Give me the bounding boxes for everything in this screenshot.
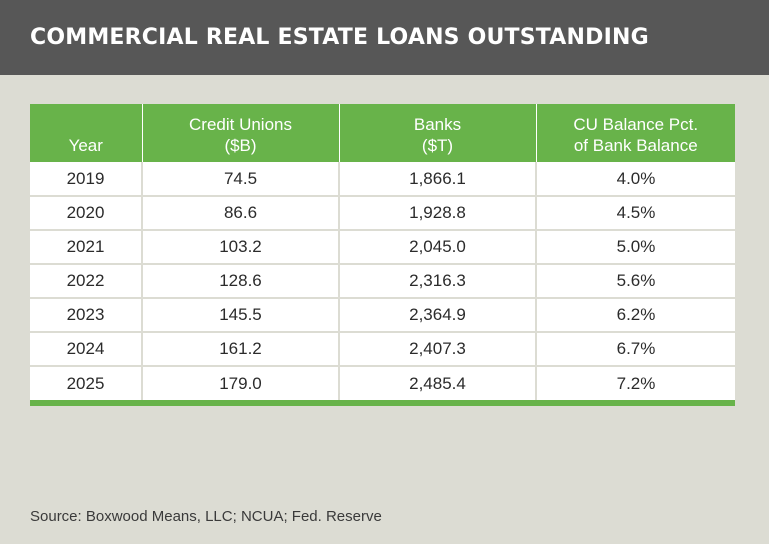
- cell-cu-pct: 5.6%: [535, 263, 735, 299]
- data-table-container: Year Credit Unions ($B) Banks ($T) CU Ba…: [30, 104, 735, 406]
- column-header-banks: Banks ($T): [338, 104, 537, 162]
- column-header-line: CU Balance Pct.: [573, 115, 699, 134]
- cell-cu-pct: 4.5%: [535, 195, 735, 231]
- column-header-line: ($B): [224, 136, 257, 155]
- cell-credit-unions: 145.5: [141, 297, 340, 333]
- cell-banks: 2,364.9: [338, 297, 537, 333]
- column-header-year: Year: [30, 104, 143, 162]
- cell-banks: 2,485.4: [338, 365, 537, 400]
- table-row: 2025 179.0 2,485.4 7.2%: [30, 365, 735, 400]
- title-bar: COMMERCIAL REAL ESTATE LOANS OUTSTANDING: [0, 0, 769, 75]
- cell-credit-unions: 161.2: [141, 331, 340, 367]
- column-header-line: Credit Unions: [189, 115, 292, 134]
- table-row: 2023 145.5 2,364.9 6.2%: [30, 297, 735, 333]
- cell-banks: 1,866.1: [338, 162, 537, 197]
- cell-cu-pct: 7.2%: [535, 365, 735, 400]
- table-row: 2019 74.5 1,866.1 4.0%: [30, 162, 735, 197]
- cell-banks: 2,045.0: [338, 229, 537, 265]
- table-bottom-rule: [30, 400, 735, 406]
- column-header-credit-unions: Credit Unions ($B): [141, 104, 340, 162]
- cell-banks: 2,407.3: [338, 331, 537, 367]
- column-header-line: ($T): [421, 136, 454, 155]
- table-row: 2022 128.6 2,316.3 5.6%: [30, 263, 735, 299]
- table-row: 2024 161.2 2,407.3 6.7%: [30, 331, 735, 367]
- cell-cu-pct: 6.7%: [535, 331, 735, 367]
- page-title: COMMERCIAL REAL ESTATE LOANS OUTSTANDING: [30, 25, 649, 50]
- cell-year: 2019: [30, 162, 143, 197]
- table-row: 2020 86.6 1,928.8 4.5%: [30, 195, 735, 231]
- cell-banks: 2,316.3: [338, 263, 537, 299]
- column-header-line: Banks: [413, 115, 462, 134]
- source-note: Source: Boxwood Means, LLC; NCUA; Fed. R…: [30, 508, 382, 525]
- cell-year: 2024: [30, 331, 143, 367]
- cell-year: 2023: [30, 297, 143, 333]
- cell-credit-unions: 86.6: [141, 195, 340, 231]
- table-row: 2021 103.2 2,045.0 5.0%: [30, 229, 735, 265]
- cell-year: 2021: [30, 229, 143, 265]
- column-header-line: of Bank Balance: [573, 136, 698, 155]
- cell-banks: 1,928.8: [338, 195, 537, 231]
- cell-credit-unions: 179.0: [141, 365, 340, 400]
- cell-credit-unions: 103.2: [141, 229, 340, 265]
- table-header-row: Year Credit Unions ($B) Banks ($T) CU Ba…: [30, 104, 735, 162]
- loans-table: Year Credit Unions ($B) Banks ($T) CU Ba…: [30, 104, 735, 400]
- cell-cu-pct: 4.0%: [535, 162, 735, 197]
- cell-year: 2022: [30, 263, 143, 299]
- cell-year: 2020: [30, 195, 143, 231]
- column-header-line: Year: [68, 136, 103, 155]
- column-header-cu-pct: CU Balance Pct. of Bank Balance: [535, 104, 735, 162]
- cell-year: 2025: [30, 365, 143, 400]
- cell-cu-pct: 6.2%: [535, 297, 735, 333]
- cell-credit-unions: 128.6: [141, 263, 340, 299]
- cell-credit-unions: 74.5: [141, 162, 340, 197]
- cell-cu-pct: 5.0%: [535, 229, 735, 265]
